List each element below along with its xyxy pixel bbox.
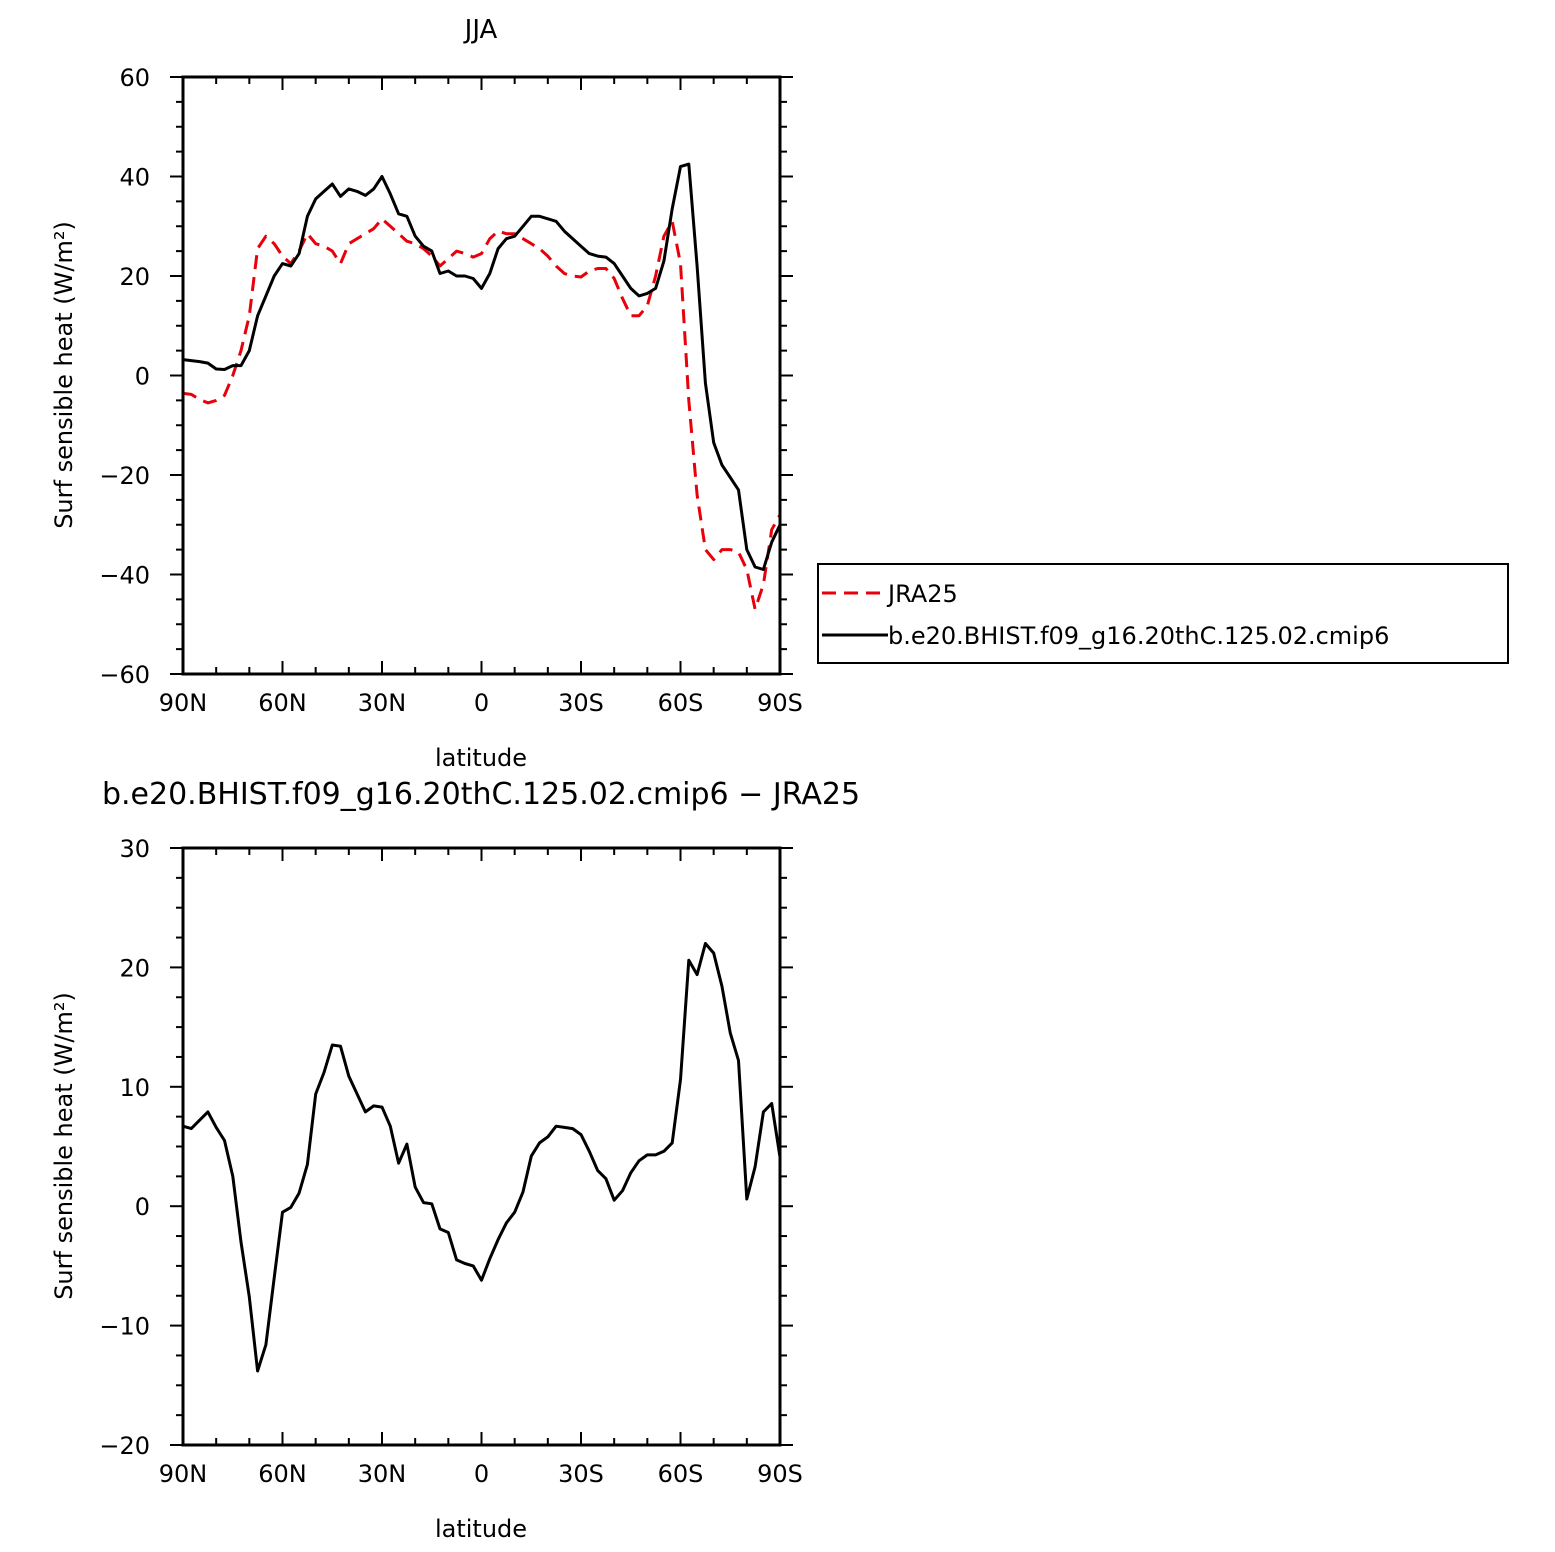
- y-tick-label: −20: [99, 1432, 150, 1460]
- y-tick-label: 20: [119, 954, 150, 982]
- bottom-x-axis-label: latitude: [435, 1515, 527, 1543]
- y-tick-label: 0: [135, 363, 150, 391]
- series-line-difference: [182, 942, 782, 1373]
- x-tick-label: 60S: [658, 689, 704, 717]
- top-ticks: [170, 76, 793, 675]
- bottom-y-ticklabels: 30 20 10 0 −10 −20: [99, 835, 150, 1460]
- bottom-series-lines: [182, 942, 782, 1373]
- x-tick-label: 30S: [558, 1460, 604, 1488]
- top-y-ticklabels: 60 40 20 0 −20 −40 −60: [99, 64, 150, 689]
- y-tick-label: 0: [135, 1193, 150, 1221]
- y-tick-label: 60: [119, 64, 150, 92]
- bottom-x-ticklabels: 90N 60N 30N 0 30S 60S 90S: [159, 1460, 803, 1488]
- y-tick-label: −10: [99, 1313, 150, 1341]
- x-tick-label: 60N: [258, 689, 307, 717]
- bottom-chart-panel: b.e20.BHIST.f09_g16.20thC.125.02.cmip6 −…: [50, 777, 860, 1543]
- top-chart-panel: JJA 90N 60N 30N 0 30S 60S 90S 60 40 20 0 −20 −40 −60…: [50, 15, 803, 772]
- x-tick-label: 30S: [558, 689, 604, 717]
- y-tick-label: −40: [99, 562, 150, 590]
- top-x-axis-label: latitude: [435, 744, 527, 772]
- x-tick-label: 60N: [258, 1460, 307, 1488]
- x-tick-label: 30N: [358, 1460, 407, 1488]
- legend-label-model: b.e20.BHIST.f09_g16.20thC.125.02.cmip6: [888, 622, 1389, 650]
- x-tick-label: 90S: [757, 1460, 803, 1488]
- x-tick-label: 90S: [757, 689, 803, 717]
- x-tick-label: 90N: [159, 1460, 208, 1488]
- bottom-chart-title: b.e20.BHIST.f09_g16.20thC.125.02.cmip6 −…: [102, 777, 860, 812]
- legend-box: [817, 563, 1509, 664]
- bottom-plot-frame: [181, 846, 782, 1447]
- y-tick-label: 40: [119, 164, 150, 192]
- y-tick-label: 30: [119, 835, 150, 863]
- series-line-jra25: [182, 217, 782, 611]
- top-series-lines: [182, 162, 782, 611]
- y-tick-label: −20: [99, 462, 150, 490]
- top-plot-frame: [181, 75, 782, 676]
- x-tick-label: 0: [474, 1460, 489, 1488]
- bottom-y-axis-label: Surf sensible heat (W/m²): [50, 992, 78, 1300]
- top-y-axis-label: Surf sensible heat (W/m²): [50, 221, 78, 529]
- x-tick-label: 60S: [658, 1460, 704, 1488]
- y-tick-label: −60: [99, 661, 150, 689]
- series-line-b-e20-bhist-f09-g16-20thc-125-02-cmip6: [182, 162, 782, 571]
- x-tick-label: 90N: [159, 689, 208, 717]
- legend: JRA25 b.e20.BHIST.f09_g16.20thC.125.02.c…: [817, 563, 1509, 664]
- top-x-ticklabels: 90N 60N 30N 0 30S 60S 90S: [159, 689, 803, 717]
- y-tick-label: 20: [119, 263, 150, 291]
- y-tick-label: 10: [119, 1074, 150, 1102]
- top-chart-title: JJA: [463, 15, 498, 45]
- x-tick-label: 30N: [358, 689, 407, 717]
- x-tick-label: 0: [474, 689, 489, 717]
- legend-label-jra25: JRA25: [886, 580, 958, 608]
